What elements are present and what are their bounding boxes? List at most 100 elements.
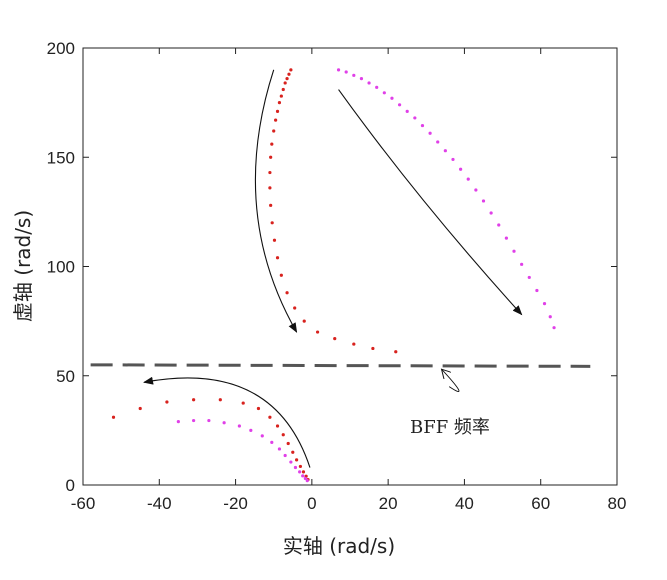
x-tick-label: 20 — [379, 494, 398, 513]
lower-red-point — [268, 415, 272, 419]
series-upper-magenta — [336, 68, 556, 330]
upper-red-point — [371, 346, 375, 351]
lower-red-point — [286, 441, 290, 446]
axis-ticks — [82, 47, 618, 486]
bff-annotation-label: BFF 频率 — [410, 417, 490, 438]
upper-red-point — [283, 81, 287, 85]
upper-red-point — [275, 256, 280, 260]
lower-red-point — [241, 401, 245, 405]
lower-magenta-point — [237, 424, 241, 428]
lower-magenta-point — [298, 470, 302, 474]
upper-magenta-point — [512, 249, 516, 253]
upper-magenta-point — [474, 188, 478, 192]
lower-red-point — [218, 398, 222, 402]
upper-red-point — [272, 238, 277, 242]
lower-red-point — [165, 400, 169, 404]
upper-red-point — [275, 109, 280, 113]
upper-red-point — [333, 337, 337, 341]
upper-red-point — [285, 291, 289, 295]
lower-red-point — [295, 458, 299, 462]
upper-magenta-point — [527, 275, 531, 280]
upper-magenta-point — [504, 236, 508, 240]
upper-red-point — [315, 330, 320, 334]
lower-magenta-point — [289, 460, 293, 464]
lower-magenta-point — [293, 465, 298, 470]
upper-red-point — [269, 155, 273, 159]
upper-magenta-point — [420, 123, 425, 128]
upper-magenta-point — [390, 96, 394, 100]
lower-magenta-point — [301, 474, 305, 478]
upper-magenta-point — [497, 223, 501, 227]
upper-magenta-point — [542, 302, 547, 306]
upper-magenta-point — [336, 68, 341, 72]
lower-magenta-point — [270, 440, 274, 444]
upper-magenta-point — [548, 315, 552, 319]
upper-red-point — [293, 306, 297, 310]
upper-red-point — [274, 118, 278, 122]
x-tick-label: 40 — [455, 494, 474, 513]
upper-magenta-point — [552, 326, 556, 330]
data-points — [111, 68, 556, 483]
x-axis-label: 实轴 (rad/s) — [283, 534, 395, 558]
upper-red-point — [302, 319, 306, 323]
axis-tick-labels: -60 -40 -20 0 20 40 60 80 0 50 100 150 200 — [47, 39, 627, 513]
lower-magenta-point — [222, 421, 226, 425]
upper-magenta-point — [359, 76, 364, 81]
upper-red-point — [394, 350, 398, 354]
upper-magenta-point — [443, 149, 447, 153]
upper-red-point — [285, 76, 289, 81]
arrow-upper-red — [254, 69, 298, 333]
upper-red-point — [277, 101, 282, 105]
upper-magenta-point — [481, 199, 486, 203]
arrow-upper-magenta — [338, 89, 523, 316]
upper-red-point — [279, 273, 283, 277]
upper-red-point — [268, 170, 272, 175]
upper-magenta-point — [367, 81, 371, 85]
upper-magenta-point — [489, 211, 493, 215]
trend-arrows — [143, 69, 523, 468]
y-tick-label: 150 — [47, 148, 75, 167]
series-lower-red — [111, 398, 310, 482]
upper-magenta-point — [459, 167, 463, 171]
lower-red-point — [291, 450, 295, 454]
lower-red-point — [298, 464, 303, 469]
y-axis-label: 虚轴 (rad/s) — [11, 210, 35, 322]
lower-magenta-point — [305, 479, 309, 483]
lower-magenta-point — [207, 418, 211, 423]
lower-magenta-point — [303, 476, 307, 481]
upper-magenta-point — [382, 91, 386, 95]
series-lower-magenta — [176, 418, 309, 483]
upper-magenta-point — [397, 103, 402, 107]
upper-red-point — [272, 129, 276, 133]
lower-magenta-point — [277, 447, 282, 451]
arrow-annotation — [442, 369, 460, 392]
lower-red-point — [275, 424, 280, 428]
x-tick-label: 80 — [608, 494, 627, 513]
lower-red-point — [192, 398, 196, 402]
upper-magenta-point — [451, 157, 455, 162]
upper-red-point — [268, 186, 272, 190]
lower-magenta-point — [283, 453, 287, 458]
upper-red-point — [289, 68, 293, 72]
upper-magenta-point — [436, 140, 440, 144]
upper-magenta-point — [413, 116, 417, 120]
upper-red-point — [269, 203, 273, 207]
upper-magenta-point — [405, 109, 409, 113]
arrow-lower — [143, 376, 311, 468]
upper-red-point — [281, 87, 285, 92]
upper-magenta-point — [375, 85, 379, 89]
lower-magenta-point — [249, 428, 253, 432]
upper-red-point — [270, 142, 274, 146]
y-tick-label: 200 — [47, 39, 75, 58]
upper-red-point — [270, 221, 274, 225]
lower-red-point — [138, 406, 142, 411]
upper-magenta-point — [344, 70, 348, 74]
series-upper-red — [268, 68, 398, 354]
upper-magenta-point — [428, 131, 432, 135]
x-tick-label: 60 — [531, 494, 550, 513]
upper-magenta-point — [466, 177, 470, 181]
lower-red-point — [281, 433, 285, 437]
lower-red-point — [111, 415, 116, 419]
x-tick-label: -40 — [147, 494, 172, 513]
lower-magenta-point — [260, 434, 264, 438]
